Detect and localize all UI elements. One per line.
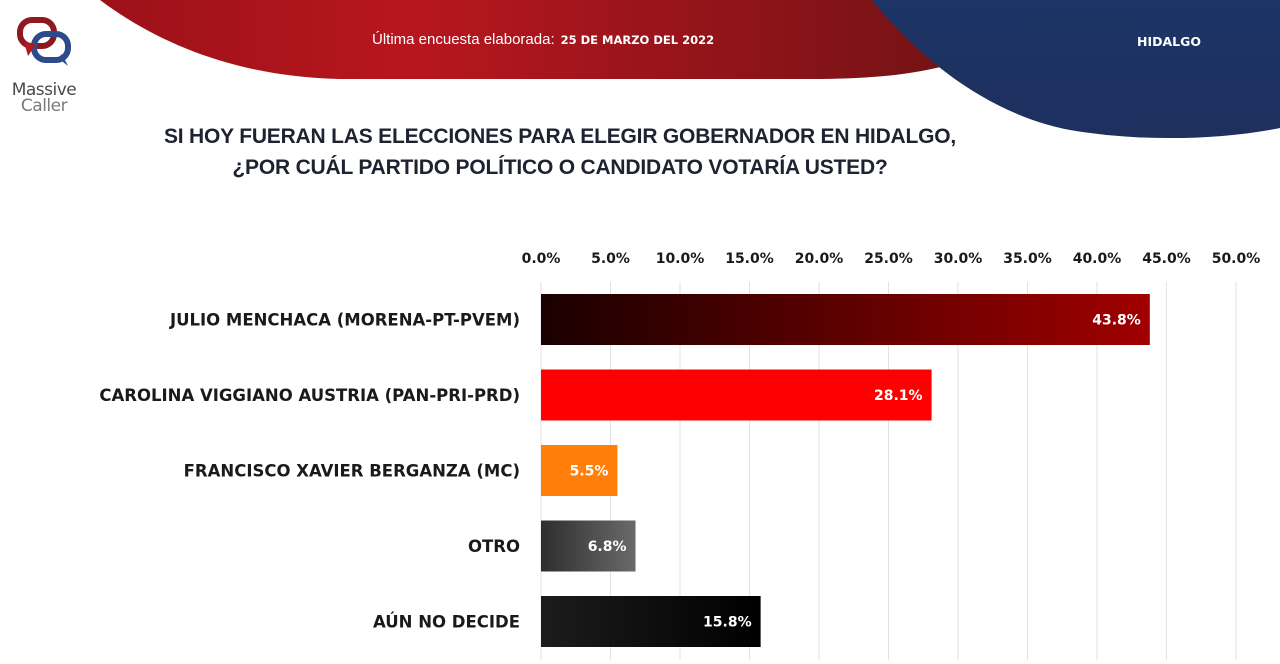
- x-tick-label: 50.0%: [1212, 251, 1261, 267]
- value-labels: 43.8% 28.1% 5.5% 6.8% 15.8%: [570, 313, 1141, 631]
- question-line-2: ¿POR CUÁL PARTIDO POLÍTICO O CANDIDATO V…: [232, 156, 888, 179]
- brand-name-line1: Massive: [11, 80, 77, 100]
- bar: [541, 520, 636, 572]
- category-label: FRANCISCO XAVIER BERGANZA (MC): [184, 462, 520, 481]
- x-tick-label: 0.0%: [522, 251, 561, 267]
- survey-label: Última encuesta elaborada:: [372, 31, 555, 48]
- bars: [541, 294, 1150, 647]
- x-tick-label: 45.0%: [1142, 251, 1191, 267]
- x-tick-label: 25.0%: [864, 251, 913, 267]
- value-label: 15.8%: [703, 615, 752, 631]
- survey-date: 25 DE MARZO DEL 2022: [560, 33, 715, 47]
- chat-bubbles-icon: [17, 17, 71, 66]
- value-label: 6.8%: [588, 539, 627, 555]
- x-tick-label: 35.0%: [1003, 251, 1052, 267]
- x-axis-ticks: 0.0% 5.0% 10.0% 15.0% 20.0% 25.0% 30.0% 35.0% 40…: [522, 251, 1261, 267]
- survey-date-line: Última encuesta elaborada: 25 DE MARZO DE…: [372, 31, 714, 49]
- category-label: CAROLINA VIGGIANO AUSTRIA (PAN-PRI-PRD): [99, 386, 520, 405]
- bar: [541, 445, 618, 496]
- bar: [541, 294, 1150, 345]
- category-label: OTRO: [468, 537, 520, 556]
- x-tick-label: 20.0%: [795, 251, 844, 267]
- state-label: HIDALGO: [1137, 34, 1202, 49]
- bar: [541, 369, 932, 421]
- brand-name-line2: Caller: [20, 96, 68, 116]
- value-label: 43.8%: [1092, 313, 1141, 329]
- massive-caller-logo: Massive Caller: [6, 16, 82, 116]
- category-label: AÚN NO DECIDE: [373, 613, 520, 632]
- x-tick-label: 15.0%: [725, 251, 774, 267]
- x-tick-label: 10.0%: [656, 251, 705, 267]
- header-banner: [100, 0, 1280, 139]
- category-labels: JULIO MENCHACA (MORENA-PT-PVEM) CAROLINA …: [99, 311, 520, 632]
- blue-banner-shape: [872, 0, 1280, 139]
- red-banner-shape: [100, 0, 1000, 79]
- value-label: 28.1%: [874, 388, 923, 404]
- category-label: JULIO MENCHACA (MORENA-PT-PVEM): [169, 311, 520, 330]
- x-tick-label: 40.0%: [1073, 251, 1122, 267]
- value-label: 5.5%: [570, 464, 609, 480]
- x-tick-label: 5.0%: [591, 251, 630, 267]
- bar: [541, 596, 761, 647]
- question-line-1: SI HOY FUERAN LAS ELECCIONES PARA ELEGIR…: [163, 125, 957, 148]
- x-tick-label: 30.0%: [934, 251, 983, 267]
